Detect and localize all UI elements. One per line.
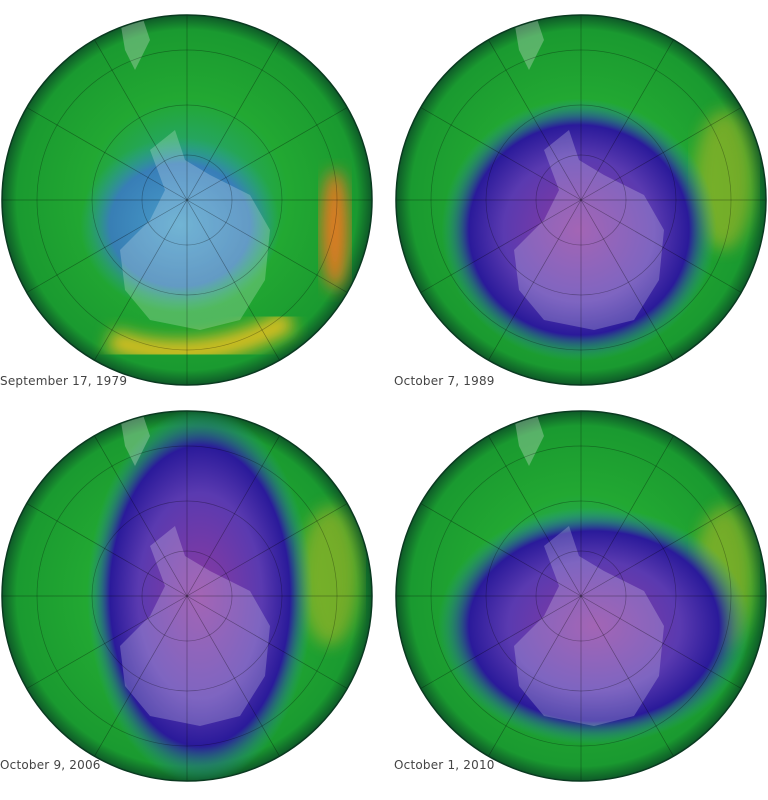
meridian-line bbox=[186, 199, 348, 293]
latitude-circle bbox=[141, 154, 233, 246]
meridian-line bbox=[488, 39, 582, 201]
latitude-circle bbox=[36, 49, 338, 351]
high-ozone-band bbox=[106, 310, 296, 363]
globe-panel-2010: October 1, 2010 bbox=[394, 396, 768, 796]
antarctica-landmass bbox=[514, 130, 664, 330]
meridian-line bbox=[580, 595, 742, 689]
latitude-circle bbox=[535, 154, 627, 246]
antarctica-landmass bbox=[514, 526, 664, 726]
meridian-line bbox=[94, 199, 188, 361]
ozone-hole bbox=[441, 98, 717, 362]
latitude-circle bbox=[485, 104, 677, 296]
globe-panel-1989: October 7, 1989 bbox=[394, 0, 768, 400]
date-label-2010: October 1, 2010 bbox=[394, 758, 495, 772]
meridian-line bbox=[94, 435, 188, 597]
meridian-line bbox=[94, 595, 188, 757]
latitude-circle bbox=[36, 445, 338, 747]
ozone-globe-1989 bbox=[395, 14, 767, 386]
high-ozone-band bbox=[321, 170, 349, 290]
latitude-circle bbox=[430, 49, 732, 351]
latitude-circle bbox=[91, 104, 283, 296]
ozone-hole bbox=[80, 137, 280, 313]
meridian-line bbox=[26, 199, 188, 293]
antarctica-landmass bbox=[120, 130, 270, 330]
ozone-globe-2010 bbox=[395, 410, 767, 782]
meridian-line bbox=[186, 39, 280, 201]
meridian-line bbox=[94, 39, 188, 201]
globe-panel-1979: September 17, 1979 bbox=[0, 0, 384, 400]
meridian-line bbox=[420, 107, 582, 201]
high-ozone-band bbox=[300, 506, 360, 646]
meridian-line bbox=[580, 39, 674, 201]
ozone-globe-1979 bbox=[1, 14, 373, 386]
meridian-line bbox=[420, 503, 582, 597]
meridian-line bbox=[186, 595, 348, 689]
date-label-1989: October 7, 1989 bbox=[394, 374, 495, 388]
meridian-line bbox=[420, 595, 582, 689]
meridian-line bbox=[580, 435, 674, 597]
meridian-line bbox=[26, 595, 188, 689]
latitude-circle bbox=[485, 500, 677, 692]
meridian-line bbox=[580, 107, 742, 201]
meridian-line bbox=[580, 595, 674, 757]
ozone-hole bbox=[437, 507, 751, 745]
meridian-line bbox=[580, 503, 742, 597]
latitude-circle bbox=[141, 550, 233, 642]
ozone-globe-2006 bbox=[1, 410, 373, 782]
latitude-circle bbox=[91, 500, 283, 692]
date-label-1979: September 17, 1979 bbox=[0, 374, 128, 388]
meridian-line bbox=[420, 199, 582, 293]
meridian-line bbox=[488, 199, 582, 361]
globe-panel-2006: October 9, 2006 bbox=[0, 396, 384, 796]
date-label-2006: October 9, 2006 bbox=[0, 758, 101, 772]
meridian-line bbox=[186, 503, 348, 597]
meridian-line bbox=[186, 199, 280, 361]
meridian-line bbox=[186, 595, 280, 757]
meridian-line bbox=[580, 199, 674, 361]
ozone-hole bbox=[87, 411, 313, 781]
antarctica-landmass bbox=[120, 526, 270, 726]
meridian-line bbox=[580, 199, 742, 293]
meridian-line bbox=[186, 435, 280, 597]
meridian-line bbox=[26, 503, 188, 597]
latitude-circle bbox=[535, 550, 627, 642]
latitude-circle bbox=[430, 445, 732, 747]
meridian-line bbox=[488, 435, 582, 597]
meridian-line bbox=[26, 107, 188, 201]
meridian-line bbox=[186, 107, 348, 201]
meridian-line bbox=[488, 595, 582, 757]
